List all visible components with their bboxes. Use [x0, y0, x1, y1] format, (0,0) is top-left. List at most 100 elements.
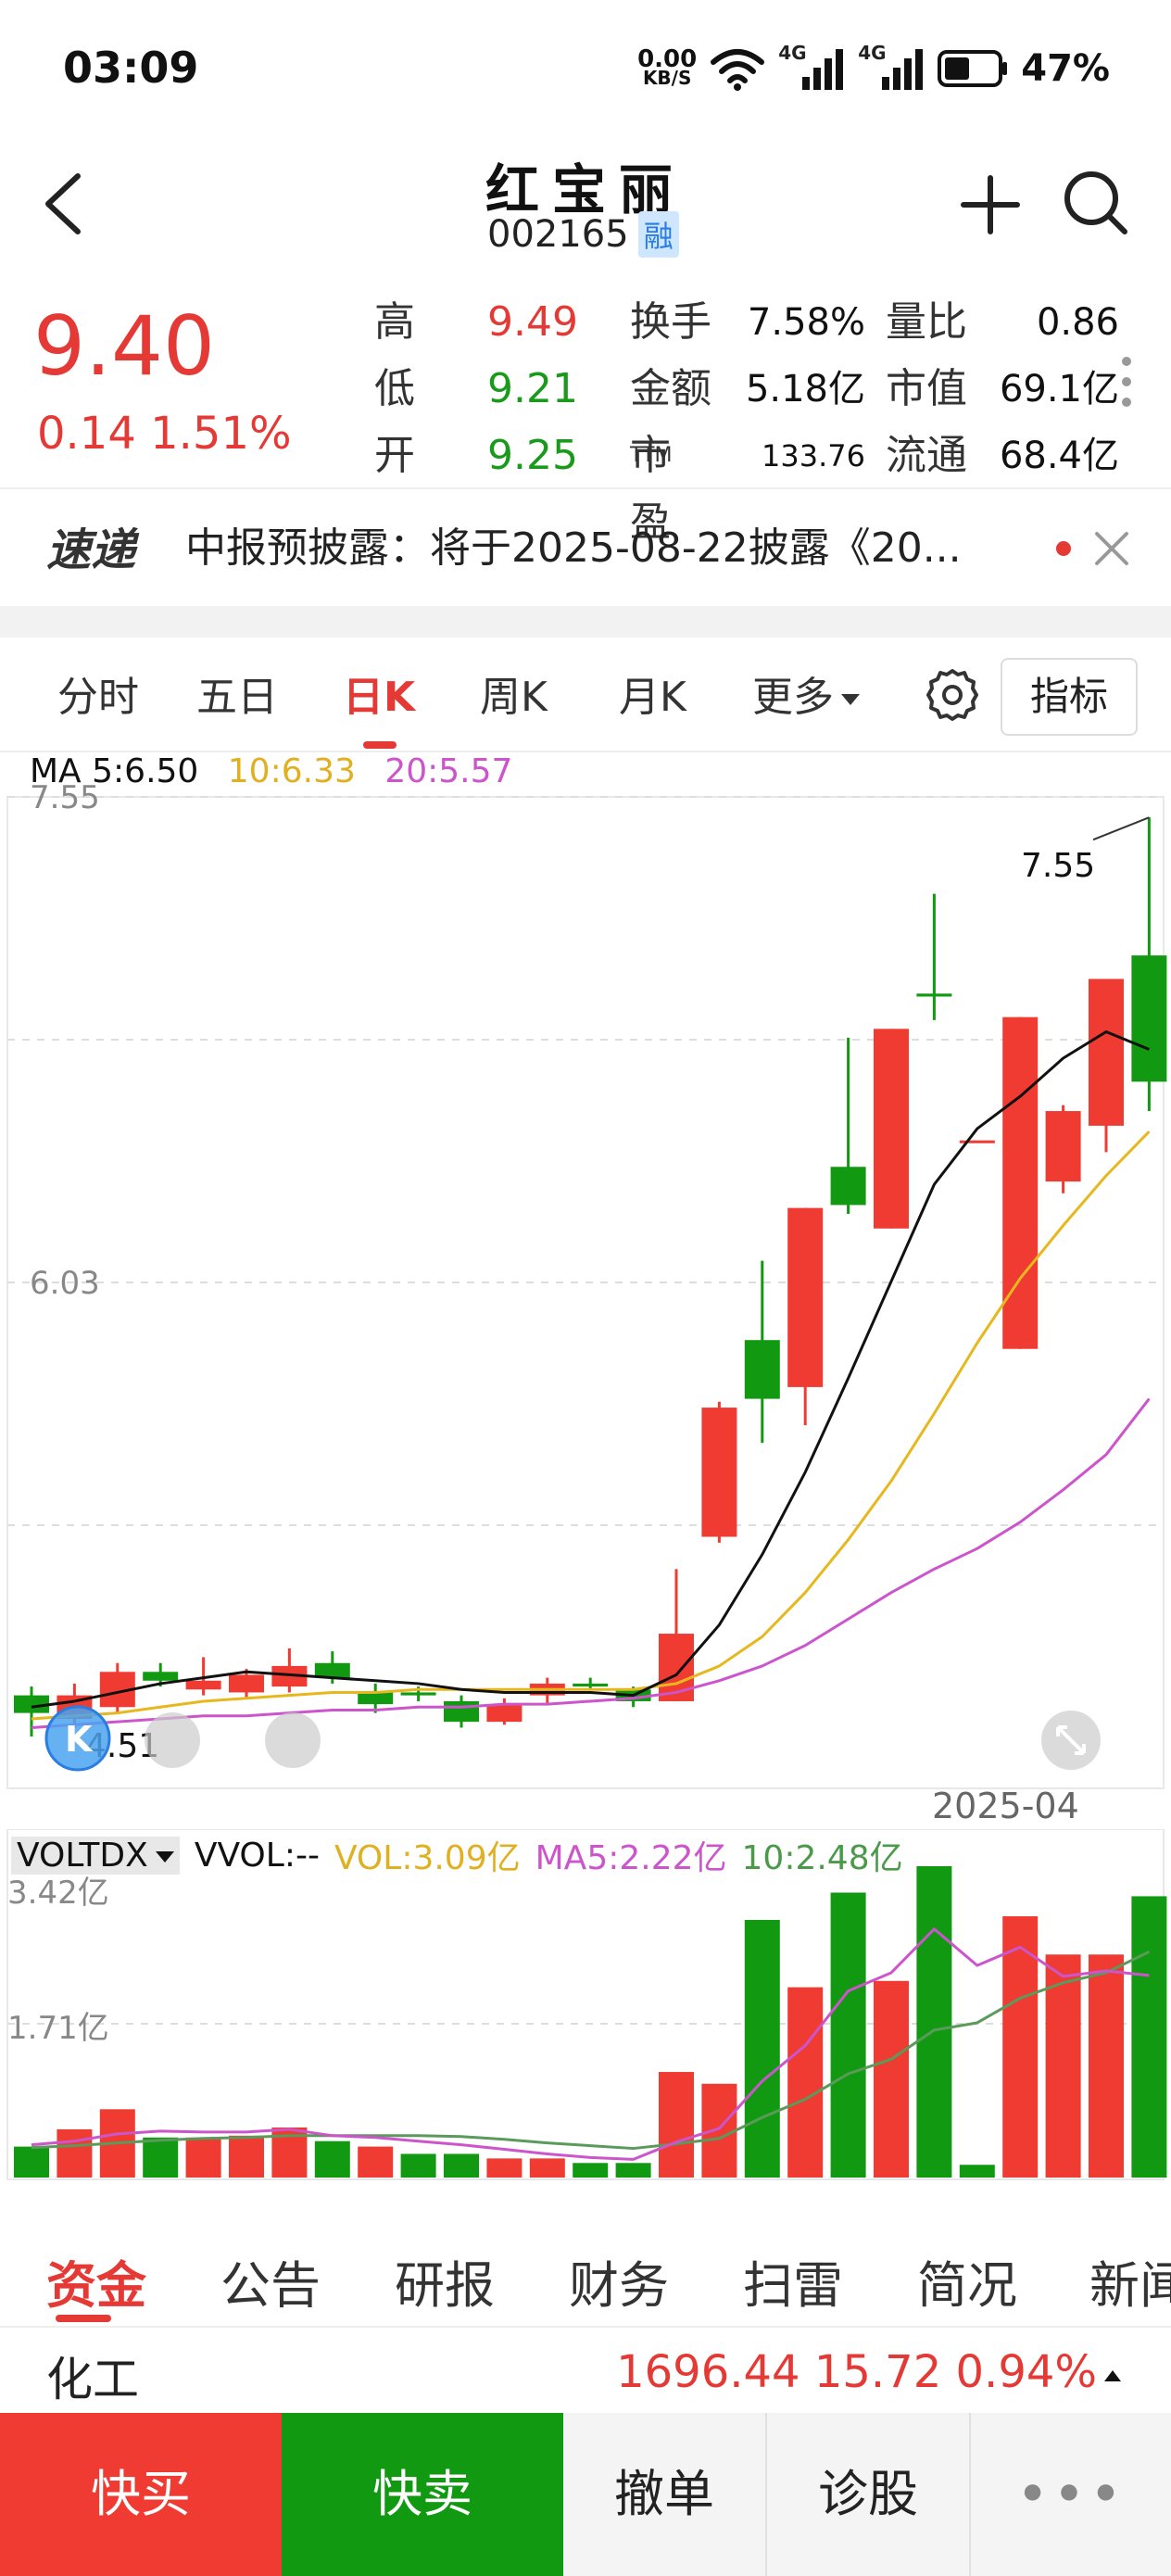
volume-bar: [444, 2153, 479, 2178]
active-tab-indicator: [56, 2315, 111, 2322]
vol-ma10-legend: 10:2.48亿: [741, 1839, 903, 1877]
ma20-line: [31, 1397, 1151, 1729]
tab-financials[interactable]: 财务: [569, 2256, 669, 2315]
status-time: 03:09: [63, 43, 199, 93]
tab-monthly-k[interactable]: 月K: [619, 674, 686, 721]
quick-buy-button[interactable]: 快买: [0, 2413, 282, 2576]
indicator-button[interactable]: 指标: [1001, 658, 1138, 736]
battery-percent: 47%: [1021, 47, 1110, 90]
label-high: 高: [374, 298, 415, 346]
unread-dot: [1056, 541, 1071, 556]
diagnose-stock-button[interactable]: 诊股: [767, 2413, 971, 2576]
tab-funds[interactable]: 资金: [46, 2256, 146, 2315]
back-icon[interactable]: [37, 167, 89, 241]
divider: [0, 487, 1171, 489]
y-tick-label: 6.03: [30, 1265, 100, 1302]
candle-body: [486, 1704, 523, 1723]
gear-icon[interactable]: [923, 665, 982, 725]
candle-body: [271, 1665, 308, 1687]
value-low: 9.21: [487, 365, 578, 412]
volume-bar: [314, 2140, 350, 2178]
candle-body: [830, 1167, 866, 1206]
ma5-line: [31, 1029, 1150, 1709]
candle-body: [1089, 979, 1124, 1126]
quote-grid: 高 9.49 换手 7.58% 量比 0.86 低 9.21 金额 5.18亿 …: [374, 289, 1134, 546]
price-change: 0.14 1.51%: [37, 408, 292, 460]
net-speed-value: 0.00: [637, 45, 698, 73]
volume-bar: [185, 2137, 221, 2178]
ma10-line: [31, 1130, 1151, 1721]
news-ticker[interactable]: 中报预披露：将于2025-08-22披露《20...: [185, 524, 962, 572]
tab-intraday[interactable]: 分时: [57, 674, 139, 721]
volume-bar: [486, 2158, 523, 2178]
ma-legend: MA 5:6.50 10:6.33 20:5.57: [30, 752, 531, 790]
volume-bar: [1131, 1896, 1167, 2178]
candle-body: [916, 993, 952, 997]
tab-announcements[interactable]: 公告: [220, 2256, 321, 2315]
volume-bar: [573, 2163, 609, 2178]
tab-research[interactable]: 研报: [395, 2256, 495, 2315]
label-amount: 金额: [630, 365, 711, 412]
more-vertical-icon[interactable]: [1119, 354, 1134, 410]
tab-weekly-k[interactable]: 周K: [480, 674, 548, 721]
volume-chart[interactable]: 3.42亿 1.71亿: [0, 1829, 1171, 2181]
zoom-in-icon: [265, 1712, 321, 1768]
action-bar: 快买 快卖 撤单 诊股 •••: [0, 2413, 1171, 2576]
label-market-cap: 市值: [886, 365, 967, 412]
volume-bar: [659, 2072, 694, 2178]
tab-daily-k[interactable]: 日K: [343, 674, 416, 721]
add-watchlist-icon[interactable]: [958, 172, 1023, 237]
cancel-order-button[interactable]: 撤单: [563, 2413, 767, 2576]
label-open: 开: [374, 432, 415, 479]
vol-legend: VOL:3.09亿: [334, 1839, 521, 1877]
tab-profile[interactable]: 简况: [917, 2256, 1017, 2315]
candle-body: [143, 1672, 179, 1681]
volume-bar: [1002, 1916, 1039, 2178]
margin-trading-badge: 融: [637, 211, 679, 258]
volume-legend: VOLTDX VVOL:-- VOL:3.09亿 MA5:2.22亿 10:2.…: [11, 1831, 903, 1879]
chevron-down-icon: [155, 1850, 174, 1863]
candle-body: [744, 1340, 780, 1399]
search-icon[interactable]: [1060, 167, 1130, 237]
candle-body: [787, 1207, 824, 1387]
cell-signal-2-icon: 4G: [858, 42, 925, 92]
volume-ma5-line: [31, 1927, 1150, 2161]
high-label: 7.55: [1021, 847, 1095, 885]
volume-bar: [1045, 1954, 1081, 2178]
tab-more[interactable]: 更多: [752, 663, 860, 723]
quote-row-open: 开 9.25 市盈 TTM 133.76 流通 68.4亿: [374, 423, 1134, 546]
high-pointer: [1092, 816, 1150, 841]
label-volume-ratio: 量比: [886, 298, 967, 346]
current-price: 9.40: [33, 298, 215, 394]
value-high: 9.49: [487, 298, 578, 346]
info-tabs: 资金 公告 研报 财务 扫雷 简况 新闻: [0, 2211, 1171, 2322]
label-low: 低: [374, 365, 415, 412]
stock-code-row: 002165 融: [487, 211, 679, 258]
value-pe: 133.76: [762, 438, 865, 474]
tab-news[interactable]: 新闻: [1089, 2256, 1171, 2315]
tab-five-day[interactable]: 五日: [196, 674, 278, 721]
candle-body: [573, 1683, 609, 1687]
indicator-selector[interactable]: VOLTDX: [11, 1836, 180, 1875]
indicator-selector-label: VOLTDX: [17, 1836, 148, 1875]
ma10-legend: 10:6.33: [227, 752, 356, 790]
cell-signal-1-icon: 4G: [778, 42, 845, 92]
quick-sell-button[interactable]: 快卖: [282, 2413, 563, 2576]
ma5-legend: MA 5:6.50: [30, 752, 199, 790]
close-icon[interactable]: [1089, 526, 1134, 571]
sector-name: 化工: [46, 2353, 139, 2406]
tab-risk-scan[interactable]: 扫雷: [743, 2256, 843, 2315]
volume-bar: [529, 2158, 565, 2178]
volume-bar: [830, 1892, 866, 2178]
volume-bar: [615, 2163, 651, 2178]
y-tick-label: 1.71亿: [7, 2010, 109, 2047]
sector-row[interactable]: 化工 1696.44 15.72 0.94%: [0, 2326, 1171, 2409]
stock-name: 红宝丽: [485, 158, 686, 221]
wifi-icon: [711, 49, 765, 91]
volume-bar: [1089, 1954, 1124, 2178]
signal-2-label: 4G: [858, 42, 887, 64]
label-pe-ttm: TTM: [630, 444, 673, 467]
news-flash-logo: 速递: [46, 524, 140, 576]
more-button[interactable]: •••: [971, 2413, 1171, 2576]
